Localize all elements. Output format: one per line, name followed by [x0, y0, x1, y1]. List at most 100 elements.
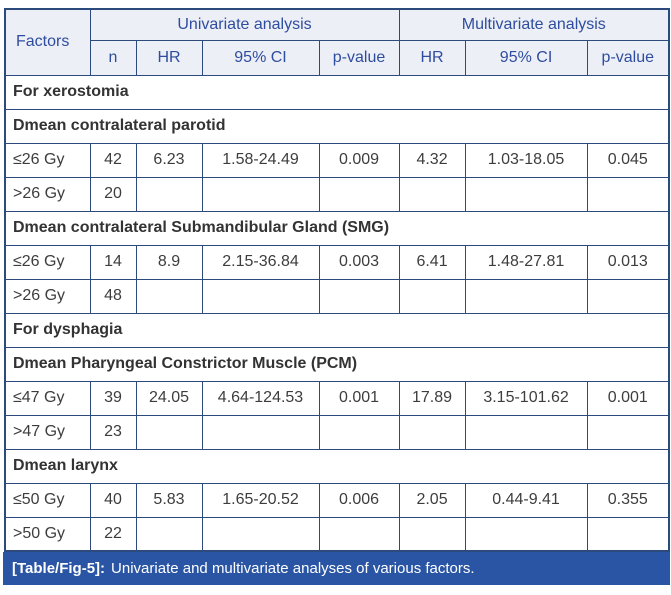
factor-cell: >26 Gy: [4, 278, 91, 314]
table-row-smg-le26: ≤26 Gy 14 8.9 2.15-36.84 0.003 6.41 1.48…: [4, 244, 670, 280]
uni-hr-cell: [135, 176, 203, 212]
multi-hr-cell: [398, 414, 466, 450]
section-row-dmean-contralateral-smg: Dmean contralateral Submandibular Gland …: [4, 210, 670, 246]
uni-ci-cell: [201, 176, 320, 212]
multi-pvalue-cell: 0.013: [586, 244, 670, 280]
section-label: Dmean contralateral Submandibular Gland …: [4, 210, 670, 246]
group-header-univariate: Univariate analysis: [89, 8, 400, 41]
multi-ci-cell: 3.15-101.62: [464, 380, 588, 416]
n-cell: 40: [89, 482, 137, 518]
column-header-uni-hr: HR: [135, 39, 203, 76]
n-cell: 48: [89, 278, 137, 314]
uni-ci-cell: 4.64-124.53: [201, 380, 320, 416]
uni-pvalue-cell: [318, 278, 400, 314]
factor-cell: ≤26 Gy: [4, 142, 91, 178]
uni-pvalue-cell: [318, 516, 400, 552]
uni-pvalue-cell: 0.003: [318, 244, 400, 280]
uni-pvalue-cell: [318, 414, 400, 450]
uni-hr-cell: 6.23: [135, 142, 203, 178]
table-row-larynx-le50: ≤50 Gy 40 5.83 1.65-20.52 0.006 2.05 0.4…: [4, 482, 670, 518]
section-label: Dmean larynx: [4, 448, 670, 484]
section-row-dmean-pcm: Dmean Pharyngeal Constrictor Muscle (PCM…: [4, 346, 670, 382]
uni-ci-cell: [201, 278, 320, 314]
section-label: For xerostomia: [4, 74, 670, 110]
factor-cell: ≤50 Gy: [4, 482, 91, 518]
multi-hr-cell: [398, 176, 466, 212]
uni-pvalue-cell: [318, 176, 400, 212]
group-header-row: Factors Univariate analysis Multivariate…: [4, 8, 670, 76]
multi-ci-cell: [464, 278, 588, 314]
factor-cell: >47 Gy: [4, 414, 91, 450]
uni-hr-cell: 8.9: [135, 244, 203, 280]
section-row-for-xerostomia: For xerostomia: [4, 74, 670, 110]
multi-ci-cell: 0.44-9.41: [464, 482, 588, 518]
multi-ci-cell: 1.03-18.05: [464, 142, 588, 178]
column-header-multi-hr: HR: [398, 39, 466, 76]
column-header-uni-pvalue: p-value: [318, 39, 400, 76]
table-row-parotid-le26: ≤26 Gy 42 6.23 1.58-24.49 0.009 4.32 1.0…: [4, 142, 670, 178]
n-cell: 20: [89, 176, 137, 212]
multi-hr-cell: 2.05: [398, 482, 466, 518]
multi-pvalue-cell: [586, 516, 670, 552]
table-row-pcm-le47: ≤47 Gy 39 24.05 4.64-124.53 0.001 17.89 …: [4, 380, 670, 416]
factor-cell: ≤26 Gy: [4, 244, 91, 280]
uni-hr-cell: [135, 414, 203, 450]
multi-ci-cell: [464, 176, 588, 212]
multi-pvalue-cell: [586, 414, 670, 450]
table-row-smg-gt26: >26 Gy 48: [4, 278, 670, 314]
section-row-dmean-contralateral-parotid: Dmean contralateral parotid: [4, 108, 670, 144]
uni-pvalue-cell: 0.009: [318, 142, 400, 178]
uni-hr-cell: 24.05: [135, 380, 203, 416]
caption-text: Univariate and multivariate analyses of …: [111, 560, 475, 577]
uni-pvalue-cell: 0.001: [318, 380, 400, 416]
n-cell: 23: [89, 414, 137, 450]
multi-hr-cell: 6.41: [398, 244, 466, 280]
multi-hr-cell: 17.89: [398, 380, 466, 416]
column-header-factors: Factors: [4, 8, 91, 76]
column-header-multi-pvalue: p-value: [586, 39, 670, 76]
uni-ci-cell: 1.65-20.52: [201, 482, 320, 518]
multi-hr-cell: [398, 278, 466, 314]
group-header-multivariate: Multivariate analysis: [398, 8, 670, 41]
multi-pvalue-cell: 0.001: [586, 380, 670, 416]
n-cell: 39: [89, 380, 137, 416]
multi-ci-cell: [464, 516, 588, 552]
uni-hr-cell: [135, 278, 203, 314]
column-header-multi-ci: 95% CI: [464, 39, 588, 76]
factor-cell: >50 Gy: [4, 516, 91, 552]
uni-pvalue-cell: 0.006: [318, 482, 400, 518]
multi-ci-cell: [464, 414, 588, 450]
n-cell: 42: [89, 142, 137, 178]
caption-label: [Table/Fig-5]:: [12, 560, 106, 577]
uni-hr-cell: [135, 516, 203, 552]
table-row-parotid-gt26: >26 Gy 20: [4, 176, 670, 212]
multi-pvalue-cell: [586, 176, 670, 212]
factor-cell: >26 Gy: [4, 176, 91, 212]
section-label: For dysphagia: [4, 312, 670, 348]
multi-hr-cell: [398, 516, 466, 552]
uni-ci-cell: 2.15-36.84: [201, 244, 320, 280]
multi-pvalue-cell: [586, 278, 670, 314]
factor-cell: ≤47 Gy: [4, 380, 91, 416]
uni-ci-cell: [201, 414, 320, 450]
uni-hr-cell: 5.83: [135, 482, 203, 518]
column-header-row: n HR 95% CI p-value HR 95% CI p-value: [5, 39, 670, 76]
multi-pvalue-cell: 0.355: [586, 482, 670, 518]
table-caption: [Table/Fig-5]: Univariate and multivaria…: [3, 552, 670, 585]
uni-ci-cell: 1.58-24.49: [201, 142, 320, 178]
table-body: For xerostomia Dmean contralateral parot…: [4, 74, 670, 552]
n-cell: 22: [89, 516, 137, 552]
analysis-table: Factors Univariate analysis Multivariate…: [4, 8, 671, 552]
section-row-dmean-larynx: Dmean larynx: [4, 448, 670, 484]
multi-hr-cell: 4.32: [398, 142, 466, 178]
multi-ci-cell: 1.48-27.81: [464, 244, 588, 280]
table-row-larynx-gt50: >50 Gy 22: [4, 516, 670, 552]
uni-ci-cell: [201, 516, 320, 552]
section-label: Dmean Pharyngeal Constrictor Muscle (PCM…: [4, 346, 670, 382]
section-label: Dmean contralateral parotid: [4, 108, 670, 144]
section-row-for-dysphagia: For dysphagia: [4, 312, 670, 348]
column-header-n: n: [89, 39, 137, 76]
multi-pvalue-cell: 0.045: [586, 142, 670, 178]
table-row-pcm-gt47: >47 Gy 23: [4, 414, 670, 450]
